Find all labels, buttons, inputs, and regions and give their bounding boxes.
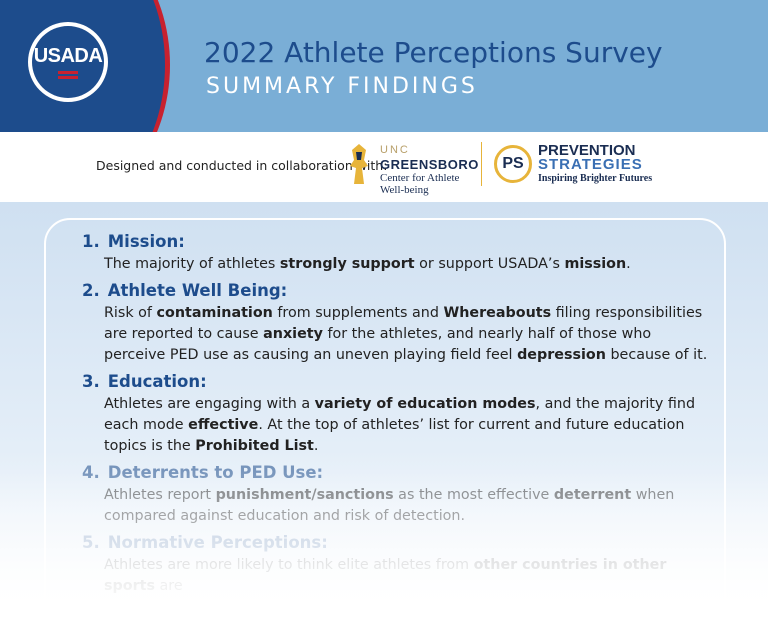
finding-heading: 1. Mission: (82, 232, 712, 251)
finding-number: 4. (82, 463, 100, 482)
finding-body: Athletes are more likely to think elite … (104, 557, 667, 594)
finding-item: 1. Mission: The majority of athletes stron… (82, 232, 712, 275)
unc-name: GREENSBORO (380, 157, 479, 172)
page-title: 2022 Athlete Perceptions Survey (204, 36, 663, 69)
collaboration-text: Designed and conducted in collaboration … (96, 158, 388, 173)
ps-name-1: PREVENTION (538, 142, 636, 159)
ps-badge-icon: PS (494, 145, 532, 183)
finding-number: 3. (82, 372, 100, 391)
finding-item: 4. Deterrents to PED Use: Athletes report … (82, 463, 712, 527)
finding-body: Athletes are engaging with a variety of … (104, 396, 696, 454)
finding-heading: 3. Education: (82, 372, 712, 391)
finding-title: Mission: (107, 232, 185, 251)
logo-bars-icon (58, 71, 78, 79)
finding-heading: 5. Normative Perceptions: (82, 533, 712, 552)
finding-heading: 2. Athlete Well Being: (82, 281, 712, 300)
finding-body: The majority of athletes strongly suppor… (104, 256, 631, 272)
unc-wellbeing-line: Well-being (380, 184, 429, 196)
finding-title: Deterrents to PED Use: (107, 463, 324, 482)
page-subtitle: SUMMARY FINDINGS (206, 74, 478, 99)
header-banner: USADA 2022 Athlete Perceptions Survey SU… (0, 0, 768, 132)
finding-number: 5. (82, 533, 100, 552)
finding-number: 2. (82, 281, 100, 300)
ps-name-2: STRATEGIES (538, 156, 643, 173)
findings-list: 1. Mission: The majority of athletes stron… (82, 232, 712, 603)
unc-label: UNC (380, 144, 410, 156)
spartan-icon (350, 144, 368, 184)
ps-tagline: Inspiring Brighter Futures (538, 173, 653, 184)
finding-item: 3. Education: Athletes are engaging with a… (82, 372, 712, 457)
logo-text: USADA (33, 45, 103, 67)
finding-body: Risk of contamination from supplements a… (104, 305, 708, 363)
finding-item: 5. Normative Perceptions: Athletes are mor… (82, 533, 712, 597)
prevention-strategies-logo: PS PREVENTION STRATEGIES Inspiring Brigh… (494, 143, 664, 187)
collaboration-bar: Designed and conducted in collaboration … (0, 132, 768, 202)
unc-center-line: Center for Athlete (380, 172, 460, 184)
usada-logo: USADA (28, 22, 108, 102)
finding-title: Education: (107, 372, 207, 391)
finding-body: Athletes report punishment/sanctions as … (104, 487, 675, 524)
finding-title: Normative Perceptions: (107, 533, 328, 552)
finding-number: 1. (82, 232, 100, 251)
logo-divider (481, 142, 482, 186)
unc-greensboro-logo: UNC GREENSBORO Center for Athlete Well-b… (346, 140, 479, 196)
finding-item: 2. Athlete Well Being: Risk of contaminati… (82, 281, 712, 366)
finding-heading: 4. Deterrents to PED Use: (82, 463, 712, 482)
finding-title: Athlete Well Being: (107, 281, 288, 300)
